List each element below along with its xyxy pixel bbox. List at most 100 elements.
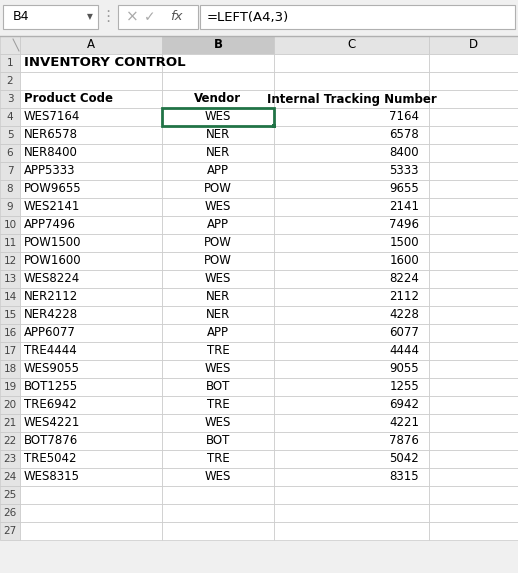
Bar bbox=[274, 288, 429, 306]
Text: B: B bbox=[213, 38, 223, 52]
Text: ▼: ▼ bbox=[87, 13, 93, 22]
Text: 5333: 5333 bbox=[390, 164, 419, 178]
Text: Vendor: Vendor bbox=[194, 92, 241, 105]
Bar bbox=[0, 180, 20, 198]
Bar bbox=[0, 396, 20, 414]
Bar bbox=[162, 396, 274, 414]
Text: WES4221: WES4221 bbox=[24, 417, 80, 430]
Text: 6: 6 bbox=[7, 148, 13, 158]
Bar bbox=[162, 108, 274, 126]
Bar bbox=[274, 432, 429, 450]
Text: NER: NER bbox=[206, 147, 230, 159]
Bar bbox=[20, 468, 162, 486]
Text: 7496: 7496 bbox=[389, 218, 419, 231]
Bar bbox=[20, 198, 162, 216]
Bar bbox=[429, 180, 518, 198]
Bar bbox=[0, 504, 20, 522]
Bar bbox=[429, 396, 518, 414]
Text: 20: 20 bbox=[4, 400, 17, 410]
Text: 6942: 6942 bbox=[389, 398, 419, 411]
Text: 4: 4 bbox=[7, 112, 13, 122]
Bar bbox=[274, 180, 429, 198]
Text: 19: 19 bbox=[4, 382, 17, 392]
Text: POW: POW bbox=[204, 182, 232, 195]
Bar bbox=[0, 360, 20, 378]
Bar bbox=[20, 36, 162, 54]
Bar bbox=[20, 432, 162, 450]
Bar bbox=[20, 522, 162, 540]
Bar bbox=[274, 252, 429, 270]
Text: WES: WES bbox=[205, 273, 231, 285]
Bar bbox=[20, 342, 162, 360]
Bar bbox=[20, 180, 162, 198]
Bar bbox=[274, 468, 429, 486]
Text: POW9655: POW9655 bbox=[24, 182, 82, 195]
Bar bbox=[429, 270, 518, 288]
Text: 4228: 4228 bbox=[389, 308, 419, 321]
Bar bbox=[429, 54, 518, 72]
Bar bbox=[0, 450, 20, 468]
Bar bbox=[429, 306, 518, 324]
Text: NER: NER bbox=[206, 291, 230, 304]
Bar bbox=[274, 324, 429, 342]
Bar bbox=[162, 486, 274, 504]
Text: 25: 25 bbox=[4, 490, 17, 500]
Text: 9655: 9655 bbox=[389, 182, 419, 195]
Bar bbox=[0, 378, 20, 396]
Bar bbox=[20, 162, 162, 180]
Bar bbox=[429, 144, 518, 162]
Text: 8: 8 bbox=[7, 184, 13, 194]
Bar bbox=[0, 108, 20, 126]
Bar bbox=[20, 396, 162, 414]
Text: 5042: 5042 bbox=[389, 453, 419, 465]
Bar bbox=[162, 144, 274, 162]
Text: 2112: 2112 bbox=[389, 291, 419, 304]
Text: 14: 14 bbox=[4, 292, 17, 302]
Bar bbox=[118, 5, 198, 29]
Bar bbox=[274, 144, 429, 162]
Bar bbox=[162, 504, 274, 522]
Text: fx: fx bbox=[170, 10, 182, 23]
Bar bbox=[20, 234, 162, 252]
Text: TRE6942: TRE6942 bbox=[24, 398, 77, 411]
Text: 13: 13 bbox=[4, 274, 17, 284]
Text: WES: WES bbox=[205, 363, 231, 375]
Text: APP: APP bbox=[207, 218, 229, 231]
Text: APP: APP bbox=[207, 164, 229, 178]
Bar bbox=[274, 486, 429, 504]
Text: 15: 15 bbox=[4, 310, 17, 320]
Text: APP6077: APP6077 bbox=[24, 327, 76, 339]
Bar bbox=[0, 126, 20, 144]
Bar bbox=[20, 486, 162, 504]
Bar bbox=[20, 108, 162, 126]
Bar bbox=[162, 36, 274, 54]
Bar bbox=[3, 5, 98, 29]
Bar bbox=[429, 414, 518, 432]
Text: NER6578: NER6578 bbox=[24, 128, 78, 142]
Bar bbox=[272, 124, 276, 128]
Text: 11: 11 bbox=[4, 238, 17, 248]
Bar bbox=[162, 522, 274, 540]
Bar bbox=[20, 324, 162, 342]
Text: 4444: 4444 bbox=[389, 344, 419, 358]
Bar bbox=[274, 54, 429, 72]
Text: NER: NER bbox=[206, 128, 230, 142]
Bar bbox=[429, 252, 518, 270]
Text: 26: 26 bbox=[4, 508, 17, 518]
Text: =LEFT(A4,3): =LEFT(A4,3) bbox=[207, 10, 289, 23]
Bar bbox=[429, 108, 518, 126]
Text: 22: 22 bbox=[4, 436, 17, 446]
Bar bbox=[429, 342, 518, 360]
Bar bbox=[274, 270, 429, 288]
Bar bbox=[162, 414, 274, 432]
Text: 9055: 9055 bbox=[390, 363, 419, 375]
Text: 4221: 4221 bbox=[389, 417, 419, 430]
Text: POW: POW bbox=[204, 254, 232, 268]
Bar bbox=[429, 72, 518, 90]
Text: NER4228: NER4228 bbox=[24, 308, 78, 321]
Text: WES8224: WES8224 bbox=[24, 273, 80, 285]
Bar bbox=[20, 216, 162, 234]
Text: WES8315: WES8315 bbox=[24, 470, 80, 484]
Bar bbox=[274, 108, 429, 126]
Text: WES: WES bbox=[205, 470, 231, 484]
